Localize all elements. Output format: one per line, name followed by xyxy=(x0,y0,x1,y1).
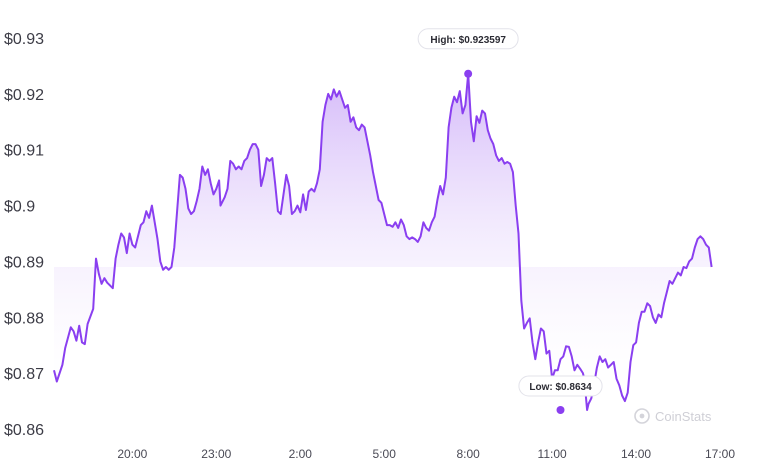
extreme-markers: High: $0.923597 Low: $0.8634 xyxy=(417,28,603,415)
x-tick-label: 2:00 xyxy=(289,447,313,461)
high-marker-dot xyxy=(464,69,473,78)
y-tick-label: $0.87 xyxy=(4,366,44,383)
low-marker-label: Low: $0.8634 xyxy=(529,382,592,393)
x-tick-label: 11:00 xyxy=(538,447,567,461)
y-tick-label: $0.91 xyxy=(4,143,44,160)
y-axis: $0.93 $0.92 $0.91 $0.9 $0.89 $0.88 $0.87 $0.86 xyxy=(4,31,44,439)
price-area-fill xyxy=(54,73,712,410)
y-tick-label: $0.92 xyxy=(4,87,44,104)
y-tick-label: $0.89 xyxy=(4,254,44,271)
high-marker-pill xyxy=(417,28,519,50)
low-marker-pill xyxy=(518,375,603,397)
x-axis: 20:00 23:00 2:00 5:00 8:00 11:00 14:00 17:00 xyxy=(117,447,735,461)
x-tick-label: 5:00 xyxy=(373,447,397,461)
y-tick-label: $0.88 xyxy=(4,310,44,327)
x-tick-label: 8:00 xyxy=(456,447,480,461)
x-tick-label: 14:00 xyxy=(621,447,651,461)
watermark: CoinStats xyxy=(634,408,712,424)
low-marker-dot xyxy=(556,406,565,415)
high-marker-label: High: $0.923597 xyxy=(430,35,506,46)
x-tick-label: 23:00 xyxy=(201,447,231,461)
price-line xyxy=(53,72,713,411)
y-tick-label: $0.86 xyxy=(4,422,44,439)
watermark-text: CoinStats xyxy=(655,409,712,424)
x-tick-label: 20:00 xyxy=(117,447,147,461)
y-tick-label: $0.9 xyxy=(4,199,35,216)
low-marker: Low: $0.8634 xyxy=(518,375,603,415)
y-tick-label: $0.93 xyxy=(4,31,44,48)
high-marker: High: $0.923597 xyxy=(417,28,519,78)
x-tick-label: 17:00 xyxy=(705,447,735,461)
